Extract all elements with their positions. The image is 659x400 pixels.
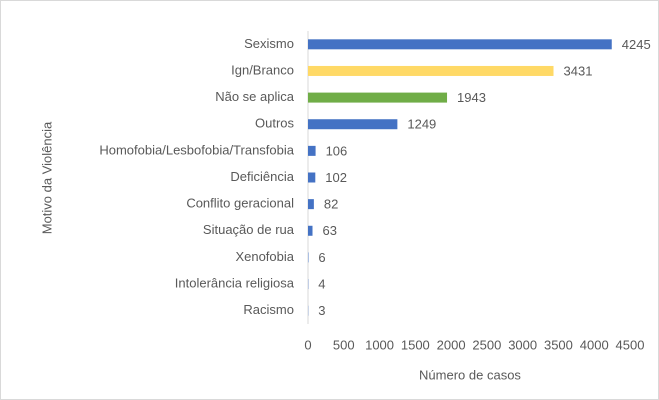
data-label: 4245 [622,37,651,52]
bar [308,39,612,50]
y-tick-label: Deficiência [230,169,294,184]
bar [308,225,313,236]
y-tick-label: Não se aplica [215,89,295,104]
bar [308,92,448,103]
x-tick-label: 2500 [472,337,501,352]
y-tick-label: Xenofobia [235,249,294,264]
bar [308,145,316,156]
data-label: 6 [318,250,325,265]
x-tick-label: 3000 [508,337,537,352]
y-tick-label: Outros [255,116,295,131]
x-tick-label: 4000 [580,337,609,352]
data-label: 106 [326,143,348,158]
x-tick-label: 3500 [544,337,573,352]
y-tick-label: Racismo [243,302,294,317]
data-label: 102 [325,170,347,185]
data-label: 1249 [407,117,436,132]
data-label: 82 [324,197,338,212]
bar [308,65,554,76]
x-tick-label: 1500 [401,337,430,352]
data-label: 63 [323,223,337,238]
x-axis-label: Número de casos [419,367,521,382]
data-label: 1943 [457,90,486,105]
bar [308,172,316,183]
y-tick-label: Situação de rua [203,222,295,237]
y-tick-label: Sexismo [244,36,294,51]
y-tick-label: Ign/Branco [231,62,294,77]
data-label: 3431 [564,63,593,78]
y-axis-label: Motivo da Violência [39,121,54,234]
bar [308,199,314,210]
y-tick-label: Intolerância religiosa [175,275,295,290]
x-tick-label: 0 [304,337,311,352]
data-label: 3 [318,303,325,318]
x-tick-label: 1000 [365,337,394,352]
data-label: 4 [318,276,325,291]
x-tick-label: 4500 [616,337,645,352]
x-tick-label: 500 [333,337,355,352]
y-tick-label: Homofobia/Lesbofobia/Transfobia [99,142,294,157]
x-tick-label: 2000 [437,337,466,352]
bar [308,119,398,130]
y-tick-label: Conflito geracional [186,196,294,211]
